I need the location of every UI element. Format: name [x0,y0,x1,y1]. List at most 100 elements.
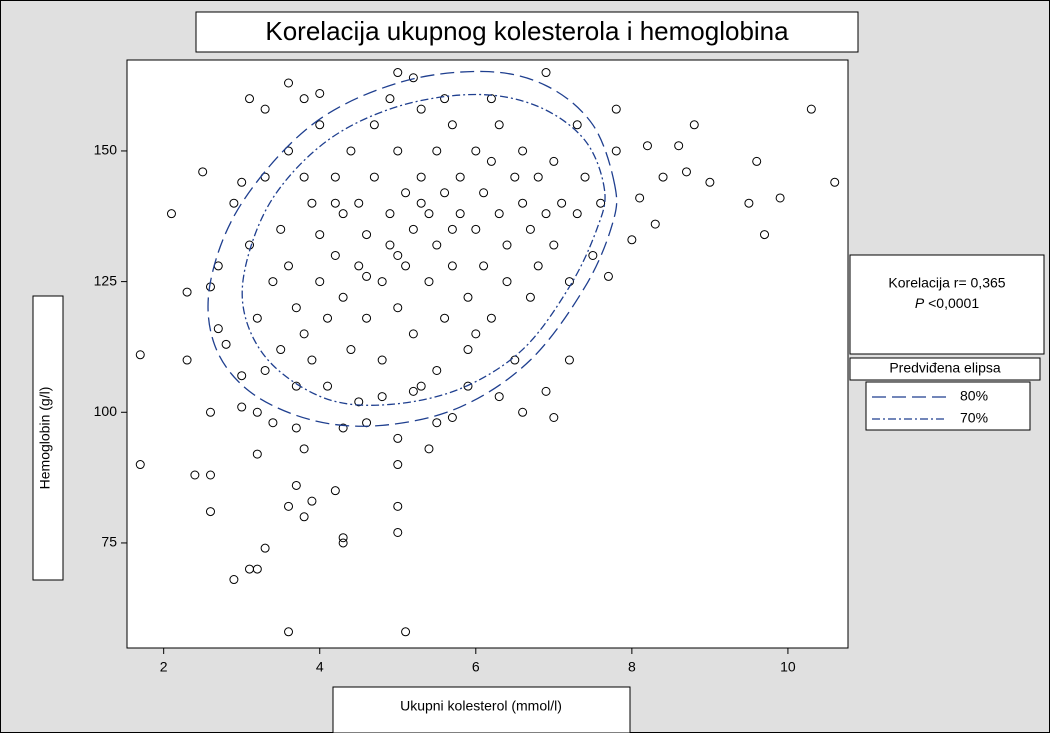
point [744,198,754,208]
point [182,287,192,297]
point [401,627,411,637]
point [198,167,208,177]
point [486,156,496,166]
p-value: <0,0001 [928,295,979,311]
point [603,271,613,281]
point [416,104,426,114]
point [463,292,473,302]
point [650,219,660,229]
point [416,198,426,208]
point [338,533,348,543]
point [393,250,403,260]
legend-label: 70% [960,410,988,426]
point [354,261,364,271]
point [315,88,325,98]
x-tick-label: 8 [628,659,636,675]
point [479,188,489,198]
point [494,392,504,402]
point [299,94,309,104]
point [525,224,535,234]
point [260,543,270,553]
ellipse [241,93,606,406]
point [510,172,520,182]
point [549,413,559,423]
point [658,172,668,182]
point [346,345,356,355]
point [330,486,340,496]
ellipse [207,70,618,427]
point [393,501,403,511]
point [463,381,473,391]
point [135,460,145,470]
point [369,172,379,182]
point [447,261,457,271]
point [299,329,309,339]
point [416,172,426,182]
point [276,345,286,355]
chart-title: Korelacija ukupnog kolesterola i hemoglo… [265,16,789,46]
point [447,413,457,423]
point [323,313,333,323]
annotation-box [849,254,1045,355]
point [385,209,395,219]
point [541,386,551,396]
point [377,392,387,402]
point [377,277,387,287]
point [291,303,301,313]
point [518,198,528,208]
point [408,224,418,234]
point [362,230,372,240]
y-tick-label: 100 [94,403,118,419]
point [494,120,504,130]
point [424,209,434,219]
point [393,433,403,443]
point [291,423,301,433]
point [362,313,372,323]
point [338,423,348,433]
point [502,277,512,287]
point [362,271,372,281]
point [393,527,403,537]
point [330,198,340,208]
point [205,470,215,480]
point [541,209,551,219]
point [681,167,691,177]
y-tick-label: 125 [94,272,118,288]
legend-box [865,381,1031,431]
point [455,209,465,219]
point [237,402,247,412]
point [135,350,145,360]
point [432,146,442,156]
point [307,198,317,208]
point [518,146,528,156]
title-box [195,11,859,53]
x-axis-label: Ukupni kolesterol (mmol/l) [400,698,562,714]
point [393,146,403,156]
point [284,501,294,511]
point [642,141,652,151]
point [674,141,684,151]
legend-title-box [849,357,1041,381]
point [237,177,247,187]
point [494,209,504,219]
point [533,172,543,182]
point [393,460,403,470]
point [260,104,270,114]
point [806,104,816,114]
point [408,386,418,396]
point [572,209,582,219]
x-tick-label: 10 [780,659,796,675]
point [299,172,309,182]
legend-label: 80% [960,388,988,404]
point [564,355,574,365]
point [307,355,317,365]
point [752,156,762,166]
point [432,418,442,428]
point [424,277,434,287]
point [338,209,348,219]
point [299,512,309,522]
point [323,381,333,391]
point [440,313,450,323]
point [315,120,325,130]
point [284,261,294,271]
